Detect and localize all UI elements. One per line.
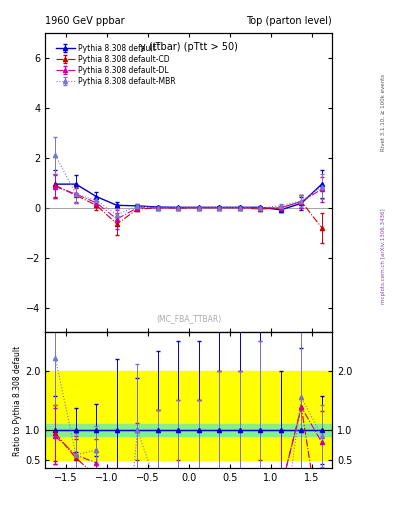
Text: y (tt̅bar) (pTtt > 50): y (tt̅bar) (pTtt > 50) <box>140 42 238 52</box>
Y-axis label: Ratio to Pythia 8.308 default: Ratio to Pythia 8.308 default <box>13 346 22 456</box>
Text: mcplots.cern.ch [arXiv:1306.3436]: mcplots.cern.ch [arXiv:1306.3436] <box>381 208 386 304</box>
Bar <box>45 424 332 436</box>
Bar <box>45 371 332 460</box>
Text: Rivet 3.1.10, ≥ 100k events: Rivet 3.1.10, ≥ 100k events <box>381 74 386 151</box>
Text: Top (parton level): Top (parton level) <box>246 15 332 26</box>
Text: (MC_FBA_TTBAR): (MC_FBA_TTBAR) <box>156 314 221 324</box>
Legend: Pythia 8.308 default, Pythia 8.308 default-CD, Pythia 8.308 default-DL, Pythia 8: Pythia 8.308 default, Pythia 8.308 defau… <box>52 41 178 89</box>
Text: 1960 GeV ppbar: 1960 GeV ppbar <box>45 15 125 26</box>
